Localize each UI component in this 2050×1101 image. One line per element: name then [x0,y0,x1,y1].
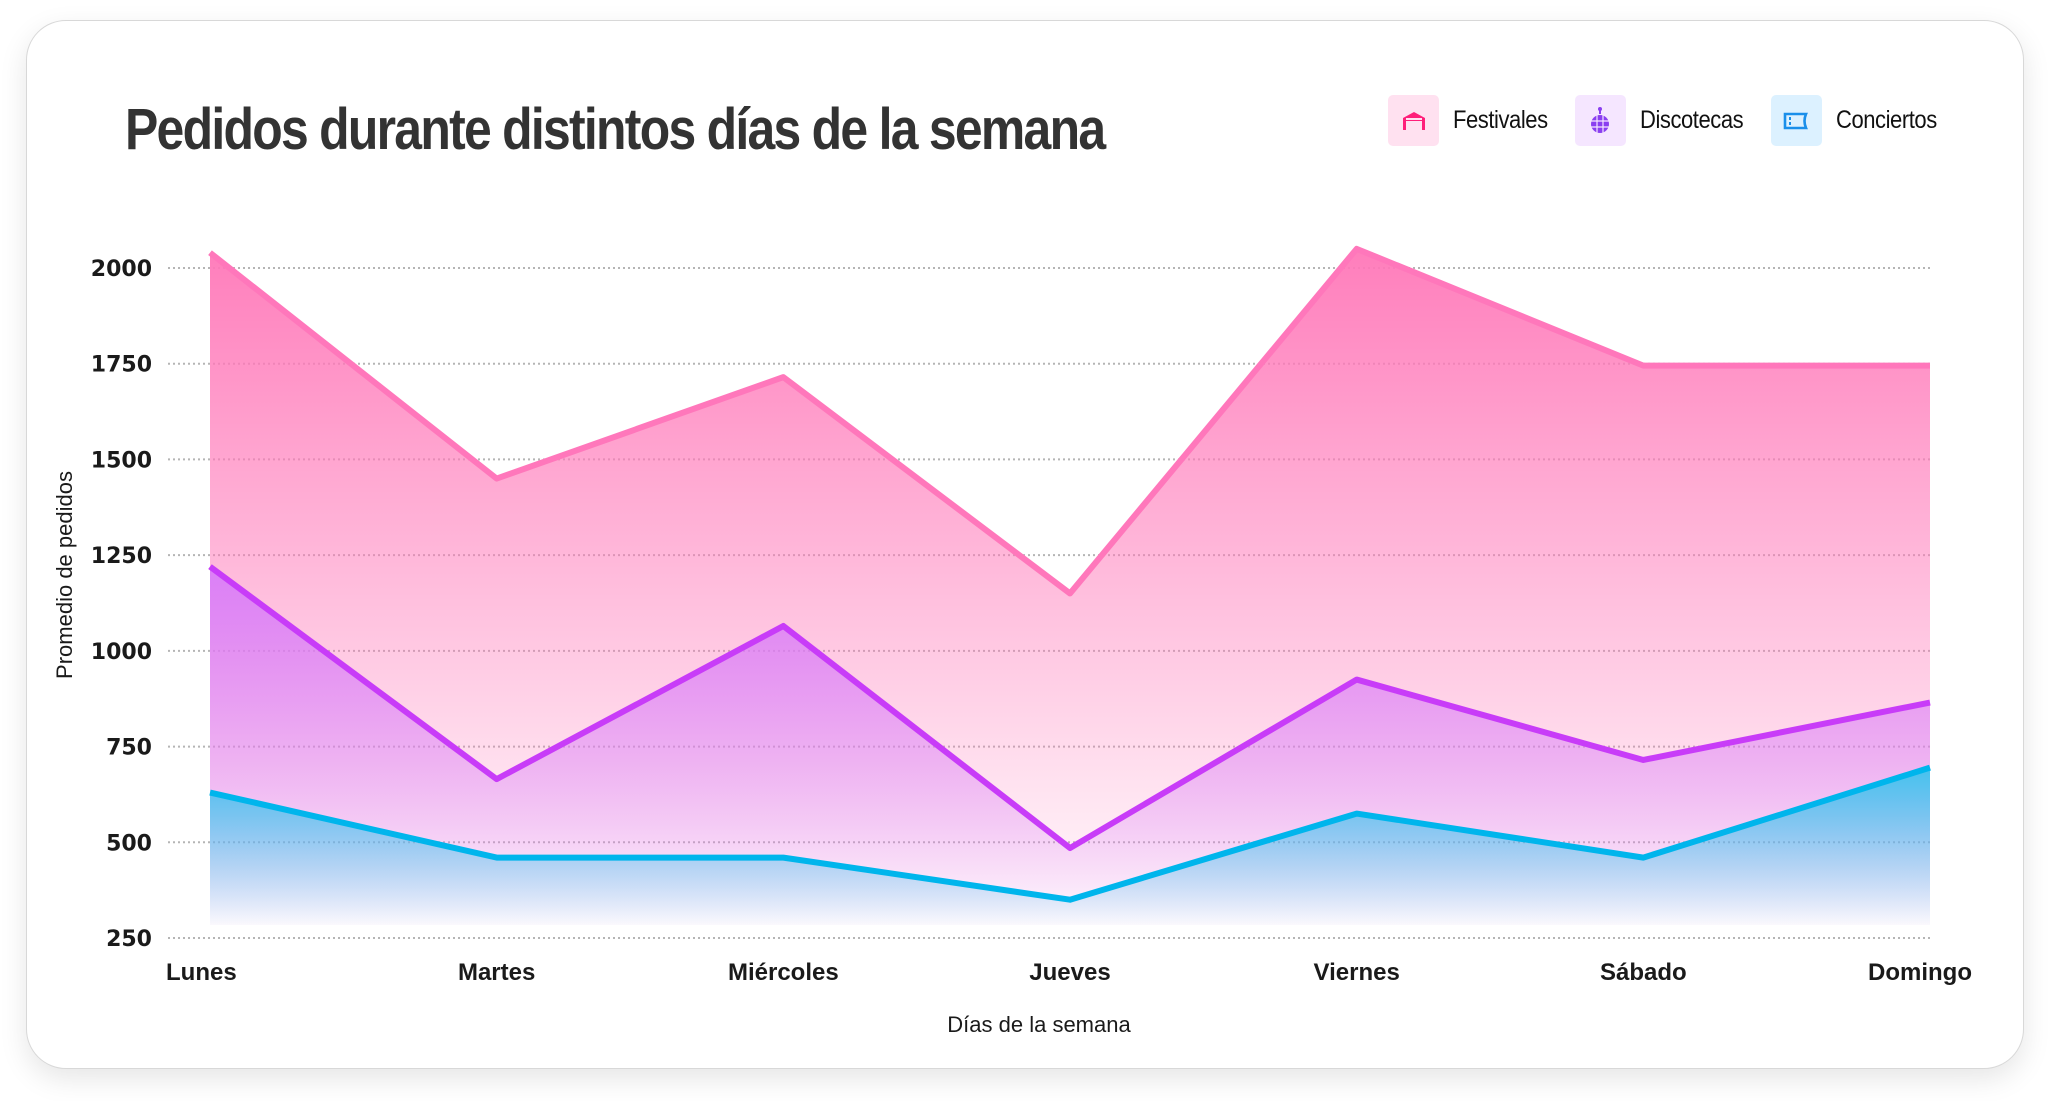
legend-label-conciertos: Conciertos [1835,106,1937,134]
y-tick-label: 250 [106,927,152,952]
series-lines [208,245,1931,903]
area-conciertos [210,767,1930,925]
legend-swatch-conciertos [1770,95,1822,146]
y-tick-label: 1250 [91,544,152,569]
legend-item-discotecas[interactable]: Discotecas [1574,95,1757,146]
legend: Festivales Discotecas Conciertos [1388,95,1964,146]
legend-item-conciertos[interactable]: Conciertos [1770,95,1951,146]
x-axis-ticks: Lunes Martes Miércoles Jueves Viernes Sábado D… [166,959,1972,986]
x-tick-label: Miércoles [728,959,839,986]
y-tick-label: 750 [106,736,152,761]
x-tick-label: Lunes [166,959,237,986]
legend-label-discotecas: Discotecas [1639,106,1744,134]
x-axis-label: Días de la semana [947,1012,1131,1037]
tent-icon [1402,111,1425,130]
legend-swatch-discotecas [1574,95,1626,146]
legend-label-festivales: Festivales [1453,106,1548,134]
x-tick-label: Domingo [1868,959,1972,986]
y-tick-label: 500 [106,831,152,856]
y-tick-label: 1000 [91,640,152,665]
y-tick-label: 1500 [91,448,152,473]
legend-item-festivales[interactable]: Festivales [1388,95,1561,146]
chart-title: Pedidos durante distintos días de la sem… [125,97,1106,162]
y-tick-label: 1750 [91,353,152,378]
disco-ball-icon [1591,106,1610,133]
legend-swatch-festivales [1388,95,1439,146]
series-areas [210,248,1930,925]
x-tick-label: Viernes [1314,959,1400,986]
y-tick-label: 2000 [91,257,152,282]
x-tick-label: Martes [458,959,535,986]
x-tick-label: Jueves [1029,959,1110,986]
y-axis-ticks: 250 500 750 1000 1250 1500 1750 2000 [91,257,152,952]
x-tick-label: Sábado [1600,959,1687,986]
ticket-icon [1784,112,1809,129]
y-axis-label: Promedio de pedidos [52,471,77,679]
